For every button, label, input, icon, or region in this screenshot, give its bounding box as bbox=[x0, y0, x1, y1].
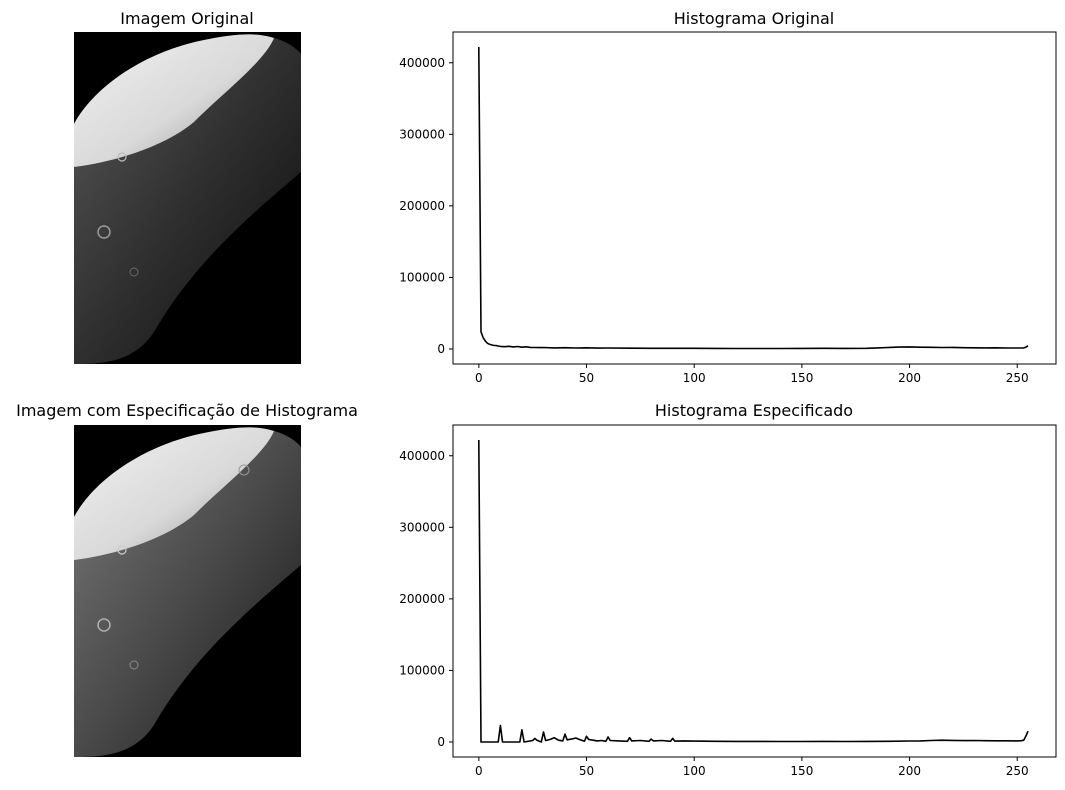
x-tick-label: 50 bbox=[579, 371, 594, 385]
x-tick-label: 150 bbox=[790, 764, 813, 778]
x-tick-label: 50 bbox=[579, 764, 594, 778]
x-tick-label: 0 bbox=[475, 371, 483, 385]
x-tick-label: 250 bbox=[1006, 764, 1029, 778]
y-tick-label: 100000 bbox=[399, 663, 445, 677]
y-tick-label: 100000 bbox=[399, 270, 445, 284]
specified-image bbox=[74, 425, 301, 757]
x-tick-label: 100 bbox=[683, 371, 706, 385]
chart-title: Histograma Original bbox=[674, 9, 835, 28]
y-tick-label: 400000 bbox=[399, 449, 445, 463]
y-tick-label: 300000 bbox=[399, 520, 445, 534]
plot-frame bbox=[452, 31, 1057, 365]
y-tick-label: 200000 bbox=[399, 199, 445, 213]
histogram-line bbox=[478, 46, 1029, 350]
y-tick-label: 400000 bbox=[399, 56, 445, 70]
image-title-original: Imagem Original bbox=[120, 9, 253, 28]
original-image bbox=[74, 32, 301, 364]
chart-title: Histograma Especificado bbox=[655, 401, 853, 420]
y-tick-label: 300000 bbox=[399, 127, 445, 141]
x-tick-label: 150 bbox=[790, 371, 813, 385]
y-tick-label: 0 bbox=[437, 342, 445, 356]
plot-frame bbox=[452, 424, 1057, 758]
y-tick-label: 0 bbox=[437, 735, 445, 749]
x-tick-label: 0 bbox=[475, 764, 483, 778]
x-tick-label: 100 bbox=[683, 764, 706, 778]
image-title-specified: Imagem com Especificação de Histograma bbox=[16, 401, 358, 420]
x-tick-label: 250 bbox=[1006, 371, 1029, 385]
histogram-specified-chart: Histograma Especificado 0 50 100 150 200 250 0… bbox=[399, 401, 1057, 778]
x-tick-label: 200 bbox=[898, 764, 921, 778]
histogram-original-chart: Histograma Original 0 50 100 150 200 250 0 1000… bbox=[399, 9, 1057, 385]
histogram-line bbox=[478, 439, 1029, 743]
y-tick-label: 200000 bbox=[399, 592, 445, 606]
x-tick-label: 200 bbox=[898, 371, 921, 385]
